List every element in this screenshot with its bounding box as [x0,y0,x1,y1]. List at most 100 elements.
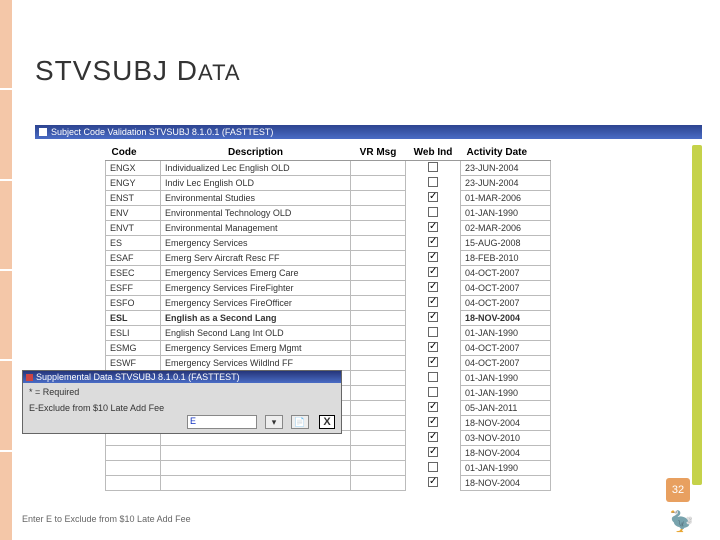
web-ind-checkbox[interactable] [428,342,438,352]
desc-cell[interactable]: Environmental Technology OLD [161,206,351,221]
table-row[interactable]: ENVEnvironmental Technology OLD 01-JAN-19… [106,206,551,221]
code-cell[interactable]: ESEC [106,266,161,281]
desc-cell[interactable]: Individualized Lec English OLD [161,161,351,176]
vr-cell[interactable] [351,266,406,281]
web-ind-checkbox[interactable] [428,297,438,307]
activity-date-cell[interactable]: 18-NOV-2004 [461,311,551,326]
activity-date-cell[interactable]: 04-OCT-2007 [461,356,551,371]
web-ind-checkbox[interactable] [428,252,438,262]
vr-cell[interactable] [351,221,406,236]
web-ind-checkbox[interactable] [428,417,438,427]
web-ind-cell[interactable] [406,446,461,461]
code-cell[interactable]: ENST [106,191,161,206]
web-ind-cell[interactable] [406,431,461,446]
activity-date-cell[interactable]: 18-NOV-2004 [461,446,551,461]
web-ind-cell[interactable] [406,461,461,476]
vr-cell[interactable] [351,311,406,326]
web-ind-cell[interactable] [406,416,461,431]
web-ind-checkbox[interactable] [428,402,438,412]
activity-date-cell[interactable]: 18-NOV-2004 [461,476,551,491]
web-ind-cell[interactable] [406,176,461,191]
web-ind-cell[interactable] [406,401,461,416]
activity-date-cell[interactable]: 04-OCT-2007 [461,341,551,356]
activity-date-cell[interactable]: 01-JAN-1990 [461,326,551,341]
vr-cell[interactable] [351,431,406,446]
web-ind-checkbox[interactable] [428,192,438,202]
vr-cell[interactable] [351,341,406,356]
vr-cell[interactable] [351,386,406,401]
table-row[interactable]: 18-NOV-2004 [106,446,551,461]
web-ind-cell[interactable] [406,356,461,371]
activity-date-cell[interactable]: 15-AUG-2008 [461,236,551,251]
vr-cell[interactable] [351,326,406,341]
vr-cell[interactable] [351,191,406,206]
desc-cell[interactable]: Emergency Services Wildlnd FF [161,356,351,371]
web-ind-checkbox[interactable] [428,462,438,472]
web-ind-checkbox[interactable] [428,177,438,187]
web-ind-cell[interactable] [406,326,461,341]
activity-date-cell[interactable]: 23-JUN-2004 [461,176,551,191]
popup-field-input[interactable]: E [187,415,257,429]
web-ind-cell[interactable] [406,296,461,311]
web-ind-checkbox[interactable] [428,477,438,487]
activity-date-cell[interactable]: 04-OCT-2007 [461,296,551,311]
web-ind-checkbox[interactable] [428,312,438,322]
activity-date-cell[interactable]: 04-OCT-2007 [461,281,551,296]
web-ind-cell[interactable] [406,476,461,491]
vr-cell[interactable] [351,416,406,431]
table-row[interactable]: ESEmergency Services15-AUG-2008 [106,236,551,251]
code-cell[interactable] [106,446,161,461]
table-row[interactable]: ENVTEnvironmental Management02-MAR-2006 [106,221,551,236]
table-row[interactable]: ENGXIndividualized Lec English OLD23-JUN… [106,161,551,176]
activity-date-cell[interactable]: 02-MAR-2006 [461,221,551,236]
code-cell[interactable]: ENGX [106,161,161,176]
desc-cell[interactable]: Emergency Services FireOfficer [161,296,351,311]
table-row[interactable]: ESFFEmergency Services FireFighter04-OCT… [106,281,551,296]
vr-cell[interactable] [351,296,406,311]
activity-date-cell[interactable]: 01-JAN-1990 [461,386,551,401]
code-cell[interactable]: ESWF [106,356,161,371]
desc-cell[interactable]: English Second Lang Int OLD [161,326,351,341]
web-ind-cell[interactable] [406,386,461,401]
vr-cell[interactable] [351,236,406,251]
activity-date-cell[interactable]: 01-MAR-2006 [461,191,551,206]
web-ind-checkbox[interactable] [428,387,438,397]
code-cell[interactable]: ENV [106,206,161,221]
vr-cell[interactable] [351,476,406,491]
popup-close-button[interactable]: X [319,415,335,429]
activity-date-cell[interactable]: 03-NOV-2010 [461,431,551,446]
table-row[interactable]: ESFOEmergency Services FireOfficer04-OCT… [106,296,551,311]
activity-date-cell[interactable]: 18-NOV-2004 [461,416,551,431]
web-ind-checkbox[interactable] [428,282,438,292]
activity-date-cell[interactable]: 01-JAN-1990 [461,371,551,386]
table-row[interactable]: 18-NOV-2004 [106,476,551,491]
desc-cell[interactable] [161,461,351,476]
table-row[interactable]: ESMGEmergency Services Emerg Mgmt04-OCT-… [106,341,551,356]
activity-date-cell[interactable]: 05-JAN-2011 [461,401,551,416]
web-ind-checkbox[interactable] [428,357,438,367]
vr-cell[interactable] [351,161,406,176]
table-row[interactable]: ENGYIndiv Lec English OLD23-JUN-2004 [106,176,551,191]
vr-cell[interactable] [351,356,406,371]
vr-cell[interactable] [351,176,406,191]
web-ind-checkbox[interactable] [428,447,438,457]
desc-cell[interactable] [161,446,351,461]
web-ind-checkbox[interactable] [428,372,438,382]
popup-titlebar[interactable]: Supplemental Data STVSUBJ 8.1.0.1 (FASTT… [23,371,341,383]
activity-date-cell[interactable]: 04-OCT-2007 [461,266,551,281]
table-row[interactable]: ESLEnglish as a Second Lang18-NOV-2004 [106,311,551,326]
code-cell[interactable] [106,476,161,491]
code-cell[interactable]: ESAF [106,251,161,266]
popup-tool-button[interactable]: ▾ [265,415,283,429]
activity-date-cell[interactable]: 18-FEB-2010 [461,251,551,266]
desc-cell[interactable]: Environmental Studies [161,191,351,206]
code-cell[interactable]: ESMG [106,341,161,356]
table-row[interactable]: ESLIEnglish Second Lang Int OLD01-JAN-19… [106,326,551,341]
web-ind-cell[interactable] [406,281,461,296]
desc-cell[interactable]: Emergency Services Emerg Care [161,266,351,281]
activity-date-cell[interactable]: 01-JAN-1990 [461,206,551,221]
web-ind-cell[interactable] [406,191,461,206]
vr-cell[interactable] [351,206,406,221]
web-ind-checkbox[interactable] [428,267,438,277]
code-cell[interactable] [106,461,161,476]
